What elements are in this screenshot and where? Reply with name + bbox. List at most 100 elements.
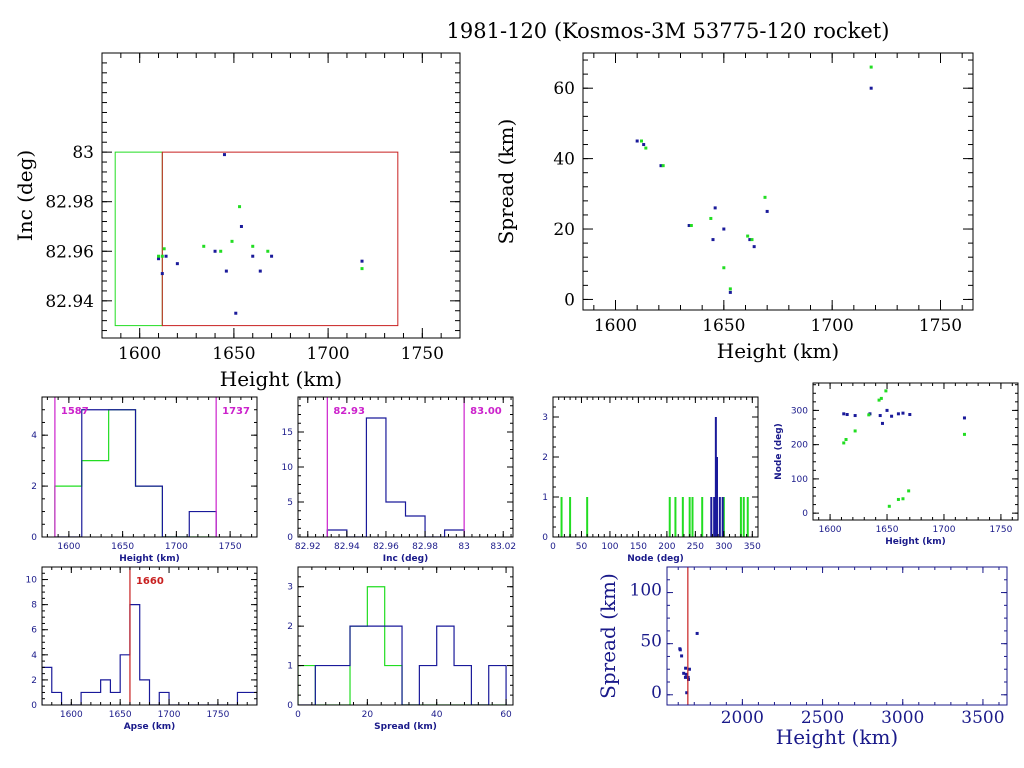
panel-spread_vs_height_wide: 2000 2500 3000 3500 0 50 100 Height (km) Spread … [596, 566, 1008, 749]
x-tick-label: 3500 [961, 708, 1004, 728]
x-axis-label: Height (km) [119, 554, 180, 564]
y-tick-label: 0 [31, 533, 37, 543]
x-tick-label: 1750 [206, 710, 229, 720]
x-tick-label: 150 [630, 542, 647, 552]
scatter-point-green [661, 164, 665, 168]
plot-frame [41, 396, 258, 538]
scatter-point-blue [853, 414, 857, 418]
plot-area [635, 65, 873, 294]
scatter-point-blue [880, 421, 884, 425]
y-tick-label: 0 [287, 701, 293, 711]
scatter-point-blue [213, 249, 217, 253]
plot-area [298, 586, 507, 705]
scatter-point-blue [659, 164, 663, 168]
x-tick-label: 1750 [401, 344, 444, 364]
scatter-point-blue [160, 272, 164, 276]
x-tick-label: 60 [500, 710, 512, 720]
x-tick-label: 1650 [876, 525, 899, 535]
y-tick-label: 5 [287, 498, 293, 508]
y-tick-label: 15 [282, 428, 293, 438]
y-tick-label: 0 [564, 290, 575, 310]
scatter-point-blue [234, 311, 238, 315]
scatter-point-green [162, 247, 166, 251]
scatter-point-green [842, 441, 846, 445]
y-tick-label: 60 [553, 79, 575, 99]
marker-label: 83.00 [470, 406, 502, 417]
plot-frame [582, 52, 974, 311]
bounds-rect-red [161, 151, 399, 327]
x-axis-label: Height (km) [776, 725, 898, 749]
scatter-point-blue [239, 224, 243, 228]
y-tick-label: 4 [31, 651, 37, 661]
x-tick-label: 100 [601, 542, 618, 552]
x-tick-label: 0 [295, 710, 301, 720]
scatter-point-green [869, 65, 873, 69]
histogram-step-blue [298, 625, 507, 705]
x-tick-label: 3000 [881, 708, 924, 728]
plot-frame [297, 566, 514, 706]
scatter-point-blue [713, 206, 717, 210]
y-tick-label: 82.96 [45, 242, 94, 262]
panel-hist_spread: 0 20 40 60 0 1 2 3 Spread (km) [287, 566, 514, 732]
scatter-point-blue [685, 691, 689, 695]
scatter-point-green [709, 216, 713, 220]
scatter-point-green [877, 398, 881, 402]
scatter-point-blue [224, 269, 228, 273]
y-tick-label: 2 [542, 453, 548, 463]
scatter-point-blue [765, 209, 769, 213]
scatter-point-blue [869, 86, 873, 90]
scatter-point-blue [222, 153, 226, 157]
y-tick-label: 10 [282, 463, 294, 473]
x-tick-label: 300 [715, 542, 732, 552]
scatter-point-green [202, 244, 206, 248]
x-tick-label: 1750 [989, 525, 1012, 535]
scatter-point-blue [885, 408, 889, 412]
scatter-point-blue [687, 667, 691, 671]
x-tick-label: 1650 [212, 344, 255, 364]
scatter-point-blue [684, 672, 688, 676]
scatter-point-blue [878, 414, 882, 418]
scatter-point-green [907, 489, 911, 493]
y-tick-label: 300 [791, 406, 808, 416]
x-tick-label: 83 [458, 542, 469, 552]
scatter-point-blue [270, 254, 274, 258]
scatter-point-green [644, 146, 648, 150]
bounds-rect-green [114, 151, 163, 327]
y-tick-label: 200 [791, 441, 808, 451]
scatter-point-blue [642, 143, 646, 147]
y-tick-label: 8 [31, 601, 37, 611]
scatter-point-blue [711, 238, 715, 242]
marker-label: 82.93 [333, 406, 365, 417]
scatter-point-blue [896, 412, 900, 416]
y-tick-label: 3 [542, 413, 548, 423]
x-tick-label: 1700 [165, 542, 188, 552]
x-tick-label: 1600 [60, 710, 83, 720]
plot-area [326, 417, 465, 537]
scatter-point-blue [683, 675, 687, 679]
panel-node_vs_height: 1600 1650 1700 1750 0 100 200 300 Height (km) Nod… [774, 382, 1019, 547]
scatter-point-blue [728, 290, 732, 294]
x-axis-label: Apse (km) [124, 722, 176, 732]
y-tick-label: 1 [287, 662, 293, 672]
y-tick-label: 4 [31, 431, 37, 441]
x-tick-label: 82.94 [334, 542, 360, 552]
marker-label: 1587 [61, 406, 89, 417]
y-tick-label: 50 [640, 632, 662, 652]
x-tick-label: 1700 [306, 344, 349, 364]
x-tick-label: 1700 [811, 316, 854, 336]
scatter-point-blue [157, 257, 161, 261]
x-tick-label: 1650 [111, 542, 134, 552]
scatter-point-green [867, 413, 871, 417]
scatter-point-green [844, 438, 848, 442]
scatter-point-blue [682, 671, 686, 675]
panel-hist_height: 1587 1737 1600 1650 1700 1750 0 2 4 Height (km) [31, 396, 258, 564]
scatter-point-green [884, 389, 888, 393]
plot-area [54, 409, 217, 537]
scatter-point-green [689, 224, 693, 228]
scatter-point-blue [962, 416, 966, 420]
x-tick-label: 50 [576, 542, 588, 552]
scatter-point-blue [635, 139, 639, 143]
scatter-point-blue [845, 413, 849, 417]
y-tick-label: 0 [802, 509, 808, 519]
y-tick-label: 20 [553, 220, 575, 240]
